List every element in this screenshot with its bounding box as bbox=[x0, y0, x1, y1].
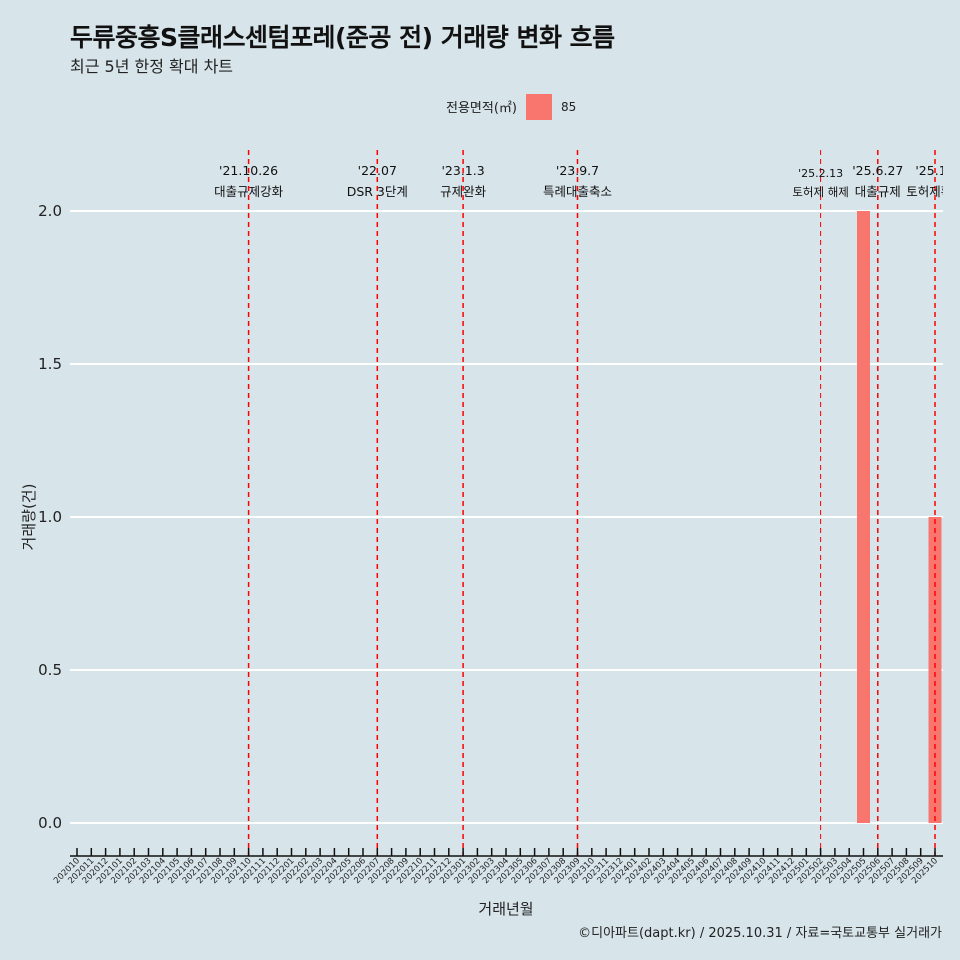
event-date: '22.07 bbox=[358, 163, 397, 178]
event-label: 대출규제 bbox=[855, 184, 901, 199]
y-tick-label: 0.0 bbox=[38, 814, 62, 832]
y-axis: 0.0 0.5 1.0 1.5 2.0 bbox=[38, 202, 62, 832]
y-tick-label: 0.5 bbox=[38, 661, 62, 679]
event-date: '21.10.26 bbox=[219, 163, 278, 178]
y-tick-label: 1.5 bbox=[38, 355, 62, 373]
legend: 전용면적(㎡) 85 bbox=[446, 94, 576, 120]
gridlines bbox=[70, 210, 943, 824]
event-lines: '21.10.26 대출규제강화 '22.07 DSR 3단계 '23.1.3 규제완화 '… bbox=[214, 150, 960, 856]
event-label: 토허제확대 bbox=[906, 184, 960, 199]
event-label: 토허제 해제 bbox=[792, 185, 849, 199]
event-date: '25.2.13 bbox=[798, 167, 843, 180]
bar-202505 bbox=[857, 211, 870, 823]
x-axis: 2020102020112020122021012021022021032021… bbox=[52, 848, 943, 886]
chart-subtitle: 최근 5년 한정 확대 차트 bbox=[70, 57, 234, 76]
chart-title: 두류중흥S클래스센텀포레(준공 전) 거래량 변화 흐름 bbox=[70, 23, 615, 52]
event-label: 특례대출축소 bbox=[543, 184, 612, 199]
event-label: 대출규제강화 bbox=[214, 184, 284, 199]
event-label: 규제완화 bbox=[440, 184, 487, 199]
event-date: '23.1.3 bbox=[441, 163, 484, 178]
event-label: DSR 3단계 bbox=[347, 184, 408, 199]
y-tick-label: 2.0 bbox=[38, 202, 62, 220]
legend-title: 전용면적(㎡) bbox=[446, 101, 517, 116]
event-date: '25.6.27 bbox=[852, 163, 903, 178]
y-tick-label: 1.0 bbox=[38, 508, 62, 526]
bars bbox=[857, 211, 942, 823]
event-date: '23.9.7 bbox=[556, 163, 599, 178]
legend-label: 85 bbox=[561, 100, 576, 114]
bar-202510 bbox=[928, 517, 942, 823]
x-axis-title: 거래년월 bbox=[478, 900, 533, 918]
event-date: '25.10 bbox=[915, 163, 954, 178]
source-caption: ©디아파트(dapt.kr) / 2025.10.31 / 자료=국토교통부 실… bbox=[578, 926, 942, 941]
y-axis-title: 거래량(건) bbox=[20, 484, 38, 551]
legend-swatch bbox=[526, 94, 552, 120]
